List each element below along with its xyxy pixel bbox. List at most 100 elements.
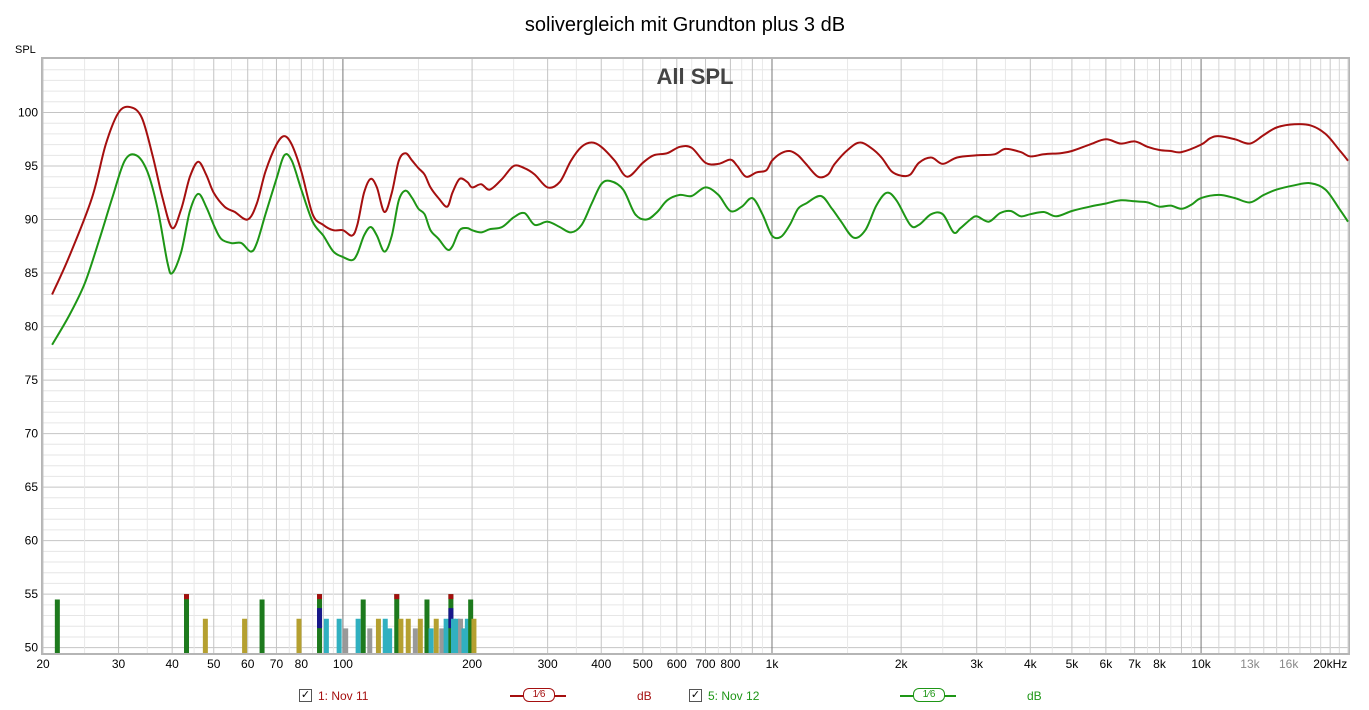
series-5-label: 5: Nov 12: [708, 689, 760, 703]
plot-frame: [41, 57, 1350, 655]
marker-bar: [428, 628, 434, 653]
marker-bar: [184, 594, 190, 653]
series-lines: [51, 105, 1349, 346]
y-tick-labels: 50 55 60 65 70 75 80 85 90 95 100: [18, 106, 38, 655]
marker-bar: [323, 618, 329, 653]
chart-title: solivergleich mit Grundton plus 3 dB: [525, 14, 845, 36]
y-tick-label: 85: [25, 266, 39, 280]
marker-bar: [424, 599, 430, 653]
marker-bar: [443, 618, 449, 653]
x-tick-label: 5k: [1066, 657, 1080, 671]
y-axis-label: SPL: [15, 44, 36, 56]
x-tick-label: 10k: [1191, 657, 1211, 671]
x-tick-label: 20kHz: [1313, 657, 1347, 671]
marker-bar: [355, 618, 361, 653]
marker-cap: [448, 594, 454, 600]
marker-bar: [458, 618, 464, 653]
series-1-checkbox[interactable]: ✓: [299, 689, 312, 702]
marker-bar: [360, 599, 366, 653]
x-tick-label: 6k: [1100, 657, 1114, 671]
y-tick-label: 100: [18, 106, 38, 120]
marker-bar: [454, 618, 460, 653]
marker-bar: [464, 618, 470, 653]
marker-bar: [398, 618, 404, 653]
x-tick-label: 1k: [766, 657, 780, 671]
marker-bar: [54, 599, 60, 653]
marker-bar: [471, 618, 477, 653]
series-5-smoothing[interactable]: 1⁄6: [900, 687, 956, 703]
x-tick-label: 400: [591, 657, 611, 671]
marker-bar: [367, 628, 373, 653]
series-1-smoothing-chip[interactable]: 1⁄6: [523, 688, 555, 702]
x-tick-label: 300: [538, 657, 558, 671]
marker-cap: [394, 594, 400, 600]
series-5-unit: dB: [1027, 689, 1042, 703]
legend-item-1[interactable]: ✓ 1: Nov 11: [299, 688, 419, 704]
series-line-nov-12: [51, 153, 1349, 346]
y-tick-label: 95: [25, 159, 39, 173]
y-tick-label: 75: [25, 373, 39, 387]
marker-bar: [461, 628, 467, 653]
y-tick-label: 60: [25, 534, 39, 548]
marker-cap: [317, 594, 323, 600]
x-tick-label: 600: [667, 657, 687, 671]
legend-item-5[interactable]: ✓ 5: Nov 12: [689, 688, 809, 704]
chart-subtitle: All SPL: [656, 64, 733, 89]
series-5-smoothing-chip[interactable]: 1⁄6: [913, 688, 945, 702]
marker-cap: [184, 594, 190, 600]
x-tick-label: 80: [295, 657, 309, 671]
x-tick-label: 40: [165, 657, 179, 671]
marker-bar: [375, 618, 381, 653]
marker-bar: [433, 618, 439, 653]
x-tick-label: 700: [696, 657, 716, 671]
y-tick-label: 50: [25, 641, 39, 655]
x-tick-label: 200: [462, 657, 482, 671]
marker-bar: [259, 599, 265, 653]
marker-bar: [336, 618, 342, 653]
series-5-checkbox[interactable]: ✓: [689, 689, 702, 702]
event-markers: [54, 594, 477, 653]
x-tick-labels: 20 30 40 50 60 70 80 100 200 300 400 500 600 700 800 1k…: [36, 657, 1347, 671]
grid: [42, 59, 1349, 653]
marker-bar: [468, 599, 474, 653]
x-tick-label: 2k: [895, 657, 909, 671]
series-line-nov-11: [51, 105, 1349, 295]
marker-bar: [387, 628, 393, 653]
x-tick-label: 30: [112, 657, 126, 671]
y-tick-label: 70: [25, 427, 39, 441]
y-tick-label: 90: [25, 213, 39, 227]
x-tick-label: 13k: [1240, 657, 1260, 671]
series-1-unit: dB: [637, 689, 652, 703]
marker-bar: [202, 618, 208, 653]
x-tick-label: 100: [333, 657, 353, 671]
marker-inner: [317, 608, 323, 629]
series-1-label: 1: Nov 11: [318, 689, 369, 703]
marker-inner: [448, 608, 454, 629]
x-tick-label: 60: [241, 657, 255, 671]
y-tick-label: 65: [25, 480, 39, 494]
marker-bar: [296, 618, 302, 653]
marker-bar: [405, 618, 411, 653]
marker-bar: [343, 628, 349, 653]
x-tick-label: 70: [270, 657, 284, 671]
marker-bar: [382, 618, 388, 653]
marker-bar: [417, 618, 423, 653]
y-tick-label: 55: [25, 587, 39, 601]
x-tick-label: 8k: [1153, 657, 1167, 671]
marker-bar: [242, 618, 248, 653]
marker-bar: [412, 628, 418, 653]
y-tick-label: 80: [25, 320, 39, 334]
x-tick-label: 7k: [1128, 657, 1142, 671]
x-tick-label: 50: [207, 657, 221, 671]
x-tick-label: 16k: [1279, 657, 1299, 671]
x-tick-label: 20: [36, 657, 50, 671]
marker-bar: [439, 628, 445, 653]
marker-bar: [394, 594, 400, 653]
marker-bar: [450, 618, 456, 653]
series-1-smoothing[interactable]: 1⁄6: [510, 687, 566, 703]
x-tick-label: 800: [720, 657, 740, 671]
x-tick-label: 500: [633, 657, 653, 671]
x-tick-label: 4k: [1024, 657, 1038, 671]
x-tick-label: 3k: [970, 657, 984, 671]
